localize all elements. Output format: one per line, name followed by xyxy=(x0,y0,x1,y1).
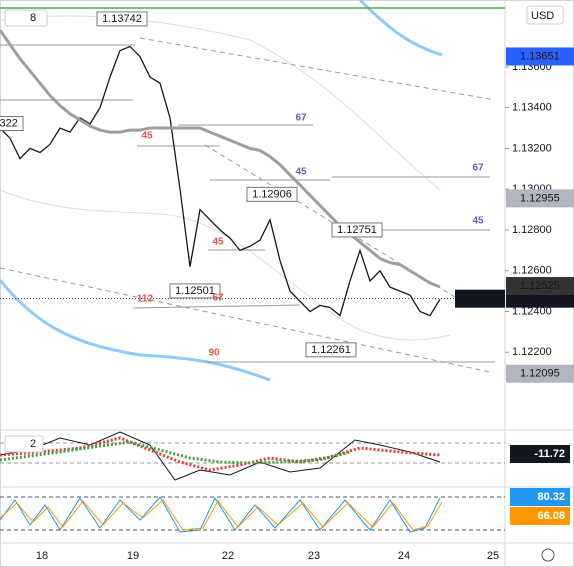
price-badge-bg xyxy=(506,189,574,208)
pivot-label: 1.13322 xyxy=(0,117,18,129)
price-badge: 1.12525 xyxy=(520,280,560,292)
level-label: 45 xyxy=(295,167,307,178)
last-price-badge: 1.12463 xyxy=(520,293,560,305)
lower-band xyxy=(0,279,271,382)
y-tick-label: 1.13400 xyxy=(512,102,552,114)
interval-box[interactable] xyxy=(4,9,48,27)
trend-line xyxy=(204,144,461,301)
inner-band xyxy=(0,15,441,191)
level-label: 45 xyxy=(472,216,484,227)
level-label: 45 xyxy=(141,131,153,142)
moving-average xyxy=(0,29,441,289)
x-tick-label: 23 xyxy=(308,550,320,562)
price-line xyxy=(0,45,441,317)
price-badge-bg xyxy=(506,364,574,383)
osc-badge-bg xyxy=(510,507,570,525)
osc-hist xyxy=(0,440,351,465)
pivot-box xyxy=(331,222,383,238)
level-label: 67 xyxy=(295,113,307,124)
stoch-k xyxy=(0,496,441,533)
pivot-box xyxy=(305,342,357,358)
pivot-box xyxy=(169,283,221,299)
osc-line xyxy=(0,431,441,481)
symbol-badge: EURUSD xyxy=(459,293,506,305)
pivot-box xyxy=(96,11,148,27)
stoch-d xyxy=(0,499,443,531)
level-label: 45 xyxy=(212,237,224,248)
interval-badge: 8 xyxy=(30,12,36,24)
currency-box[interactable] xyxy=(526,5,564,25)
price-badge-bg xyxy=(506,47,574,66)
currency: USD xyxy=(531,10,554,22)
trend-line xyxy=(139,37,496,101)
price-badge: 1.13651 xyxy=(520,50,560,62)
pivot-label: 1.12261 xyxy=(311,344,351,356)
osc-box[interactable] xyxy=(4,435,44,453)
level-label: 90 xyxy=(208,348,220,359)
y-tick-label: 1.12800 xyxy=(512,224,552,236)
y-tick-label: 1.12600 xyxy=(512,265,552,277)
price-badge: 1.12095 xyxy=(520,368,560,380)
settings-icon[interactable] xyxy=(541,548,555,562)
pivot-label: 1.12906 xyxy=(252,188,292,200)
level-line xyxy=(132,304,301,309)
y-tick-label: 1.12200 xyxy=(512,346,552,358)
price-badge: 1.12955 xyxy=(520,192,560,204)
upper-band xyxy=(358,0,443,57)
osc-badge: 80.32 xyxy=(537,491,565,503)
osc-hist xyxy=(0,436,441,472)
osc-badge: 66.08 xyxy=(537,510,565,522)
pivot-box xyxy=(0,116,24,132)
pivot-label: 1.12501 xyxy=(175,285,215,297)
x-tick-label: 18 xyxy=(36,550,48,562)
symbol-badge-bg xyxy=(455,289,505,308)
oscillator-badge: 2 xyxy=(30,438,36,450)
pivot-label: 1.13742 xyxy=(102,13,142,25)
x-tick-label: 19 xyxy=(127,550,139,562)
x-tick-label: 22 xyxy=(222,550,234,562)
y-tick-label: 1.13200 xyxy=(512,142,552,154)
level-label: 67 xyxy=(472,163,484,174)
level-label: 67 xyxy=(212,293,224,304)
pivot-box xyxy=(246,186,298,202)
osc-badge-bg xyxy=(510,488,570,506)
pivot-label: 1.12751 xyxy=(337,224,377,236)
trend-line xyxy=(0,267,491,373)
x-tick-label: 25 xyxy=(487,550,499,562)
price-badge-bg xyxy=(506,277,574,296)
osc-badge: -11.72 xyxy=(534,448,565,460)
y-tick-label: 1.12400 xyxy=(512,305,552,317)
level-label: 112 xyxy=(137,294,154,305)
osc-badge-bg xyxy=(510,445,570,463)
x-tick-label: 24 xyxy=(398,550,410,562)
